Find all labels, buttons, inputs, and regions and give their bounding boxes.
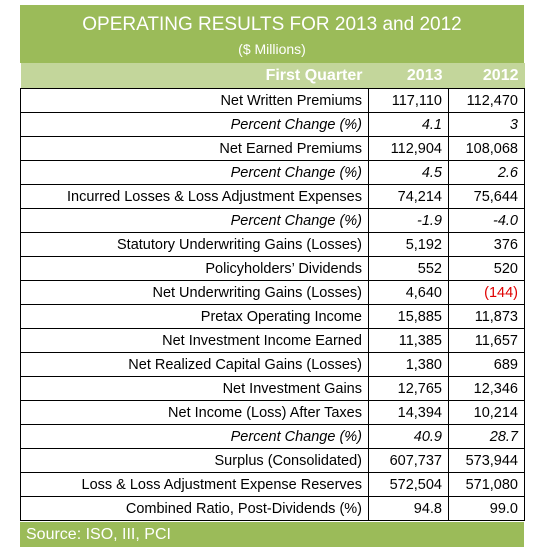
row-label: Pretax Operating Income [20,304,369,329]
value-cell: (144) [448,280,525,305]
value-cell: 12,346 [448,376,525,401]
row-label: Percent Change (%) [20,160,369,185]
value-cell: 376 [448,232,525,257]
value-cell: 3 [448,112,525,137]
row-label: Net Underwriting Gains (Losses) [20,280,369,305]
value-cell: 112,904 [368,136,449,161]
column-header: 2012 [448,63,525,89]
value-cell: 4.1 [368,112,449,137]
value-cell: 94.8 [368,496,449,521]
table-row: Net Income (Loss) After Taxes 14,394 10,21… [20,400,525,425]
header-row: First Quarter 2013 2012 [20,63,525,89]
value-cell: -1.9 [368,208,449,233]
row-label: Net Written Premiums [20,88,369,113]
row-label: Net Investment Income Earned [20,328,369,353]
value-cell: 4,640 [368,280,449,305]
value-cell: 14,394 [368,400,449,425]
title: OPERATING RESULTS FOR 2013 and 2012 [82,14,462,35]
value-cell: 15,885 [368,304,449,329]
value-cell: -4.0 [448,208,525,233]
column-header: First Quarter [20,63,369,89]
row-label: Net Investment Gains [20,376,369,401]
table-row: Percent Change (%) 40.9 28.7 [20,424,525,449]
value-cell: 108,068 [448,136,525,161]
table-row: Net Investment Gains 12,765 12,346 [20,376,525,401]
row-label: Statutory Underwriting Gains (Losses) [20,232,369,257]
value-cell: 12,765 [368,376,449,401]
column-header: 2013 [368,63,449,89]
table-row: Percent Change (%) 4.1 3 [20,112,525,137]
value-cell: 10,214 [448,400,525,425]
row-label: Net Earned Premiums [20,136,369,161]
table-row: Incurred Losses & Loss Adjustment Expens… [20,184,525,209]
results-table: First Quarter 2013 2012 Net Written Premiu… [20,63,525,521]
source: Source: ISO, III, PCI [20,522,524,547]
value-cell: 99.0 [448,496,525,521]
table-row: Net Written Premiums 117,110 112,470 [20,88,525,113]
table-row: Policyholders’ Dividends 552 520 [20,256,525,281]
row-label: Policyholders’ Dividends [20,256,369,281]
table-row: Percent Change (%) -1.9 -4.0 [20,208,525,233]
row-label: Combined Ratio, Post-Dividends (%) [20,496,369,521]
row-label: Surplus (Consolidated) [20,448,369,473]
value-cell: 11,385 [368,328,449,353]
table-row: Net Investment Income Earned 11,385 11,657 [20,328,525,353]
table-row: Net Earned Premiums 112,904 108,068 [20,136,525,161]
table-row: Percent Change (%) 4.5 2.6 [20,160,525,185]
row-label: Net Realized Capital Gains (Losses) [20,352,369,377]
row-label: Loss & Loss Adjustment Expense Reserves [20,472,369,497]
value-cell: 552 [368,256,449,281]
value-cell: 4.5 [368,160,449,185]
table-row: Net Underwriting Gains (Losses) 4,640 (144… [20,280,525,305]
value-cell: 28.7 [448,424,525,449]
title-band: OPERATING RESULTS FOR 2013 and 2012 ($ M… [20,5,524,63]
value-cell: 117,110 [368,88,449,113]
value-cell: 607,737 [368,448,449,473]
value-cell: 689 [448,352,525,377]
value-cell: 5,192 [368,232,449,257]
row-label: Percent Change (%) [20,112,369,137]
table-row: Combined Ratio, Post-Dividends (%) 94.8 99… [20,496,525,521]
value-cell: 571,080 [448,472,525,497]
table-row: Statutory Underwriting Gains (Losses) 5,1… [20,232,525,257]
value-cell: 112,470 [448,88,525,113]
table-row: Net Realized Capital Gains (Losses) 1,380… [20,352,525,377]
subtitle: ($ Millions) [238,41,306,57]
row-label: Incurred Losses & Loss Adjustment Expens… [20,184,369,209]
value-cell: 74,214 [368,184,449,209]
value-cell: 40.9 [368,424,449,449]
value-cell: 11,873 [448,304,525,329]
row-label: Percent Change (%) [20,424,369,449]
value-cell: 11,657 [448,328,525,353]
value-cell: 520 [448,256,525,281]
value-cell: 2.6 [448,160,525,185]
value-cell: 1,380 [368,352,449,377]
value-cell: 573,944 [448,448,525,473]
value-cell: 75,644 [448,184,525,209]
table-row: Surplus (Consolidated) 607,737 573,944 [20,448,525,473]
row-label: Net Income (Loss) After Taxes [20,400,369,425]
value-cell: 572,504 [368,472,449,497]
row-label: Percent Change (%) [20,208,369,233]
table-row: Pretax Operating Income 15,885 11,873 [20,304,525,329]
table-row: Loss & Loss Adjustment Expense Reserves 5… [20,472,525,497]
